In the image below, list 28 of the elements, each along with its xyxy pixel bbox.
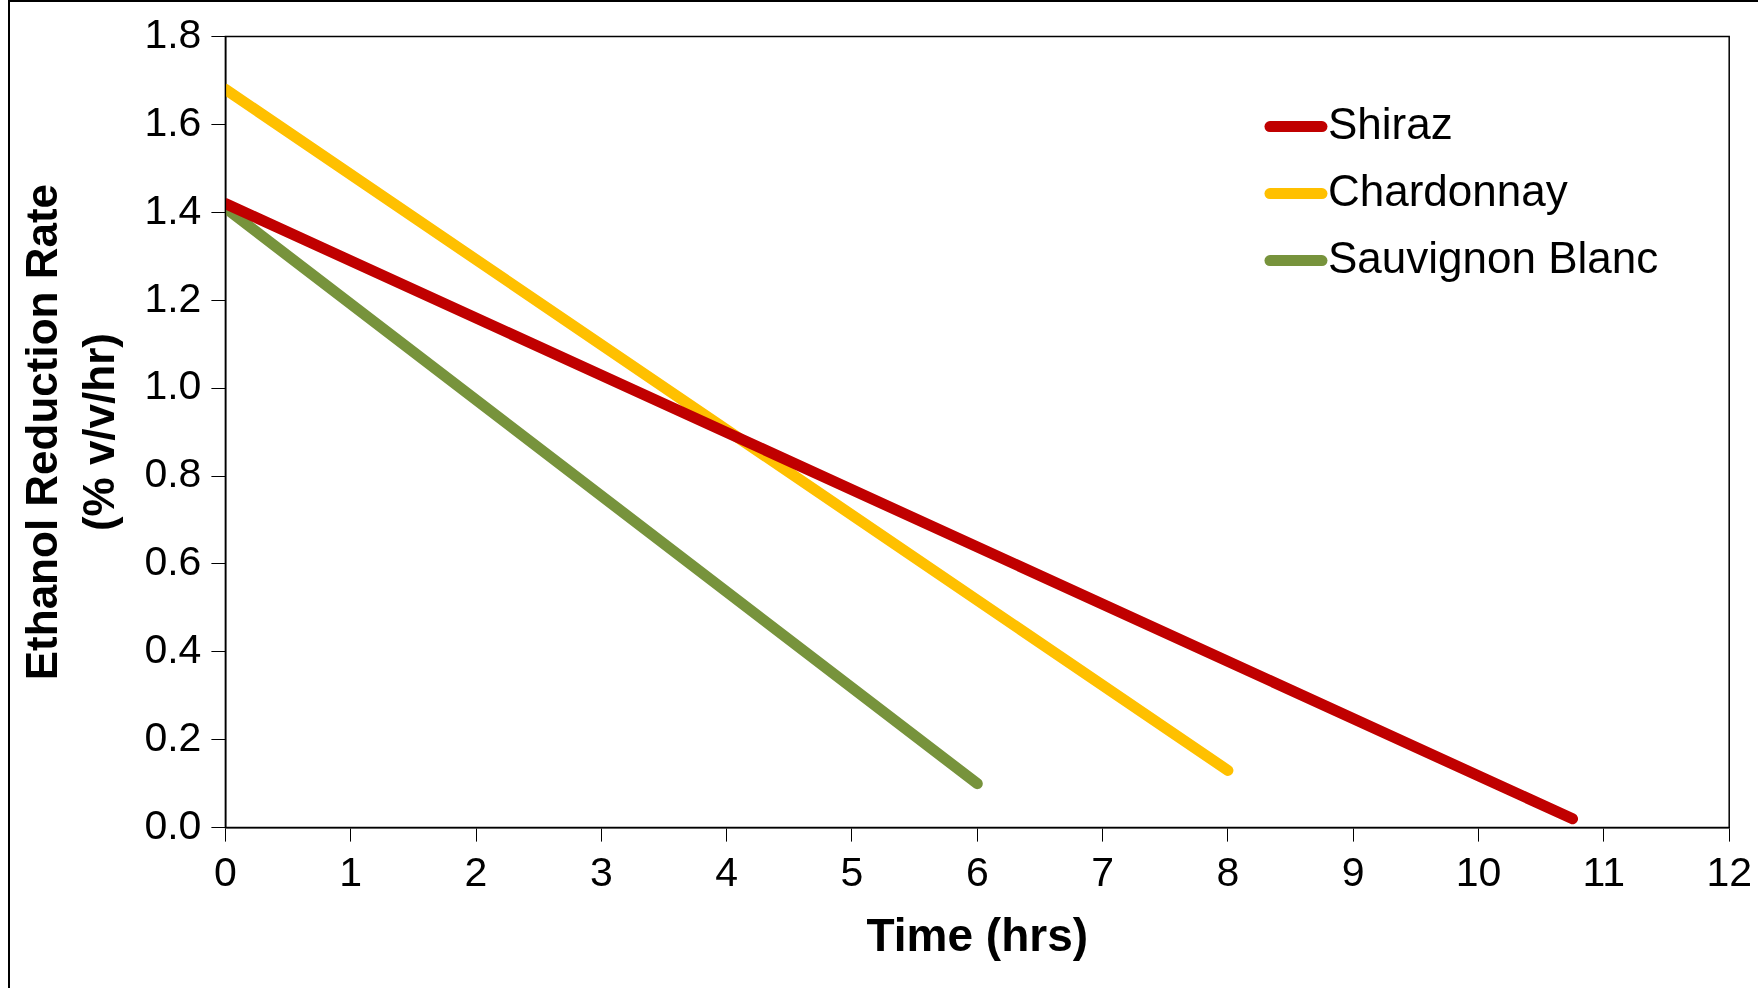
x-tick-label: 3 (589, 848, 613, 895)
x-tick-label: 12 (1706, 848, 1752, 895)
y-tick-label: 0.0 (144, 801, 202, 848)
x-tick-label: 8 (1216, 848, 1240, 895)
y-tick-label: 0.4 (144, 626, 202, 673)
legend-label: Chardonnay (1327, 165, 1568, 215)
x-tick-label: 0 (213, 848, 237, 895)
x-tick-label: 2 (464, 848, 488, 895)
y-tick-label: 1.6 (144, 98, 202, 145)
x-tick-label: 10 (1455, 848, 1502, 895)
y-tick-label: 1.2 (144, 274, 202, 321)
x-tick-label: 9 (1341, 848, 1365, 895)
x-tick-label: 6 (965, 848, 989, 895)
x-tick-label: 5 (840, 848, 864, 895)
y-tick-label: 0.2 (144, 714, 202, 761)
x-tick-label: 1 (339, 848, 363, 895)
y-axis-title: Ethanol Reduction Rate (% v/v/hr) (16, 183, 123, 681)
y-tick-label: 1.8 (144, 10, 202, 57)
y-tick-label: 1.4 (144, 186, 202, 233)
legend-label: Shiraz (1327, 98, 1453, 148)
x-tick-label: 4 (715, 848, 739, 895)
y-tick-label: 1.0 (144, 362, 202, 409)
x-tick-label: 7 (1091, 848, 1115, 895)
legend-label: Sauvignon Blanc (1327, 232, 1659, 282)
y-tick-label: 0.8 (144, 450, 202, 497)
x-tick-label: 11 (1582, 848, 1626, 895)
x-axis-title: Time (hrs) (866, 909, 1089, 962)
y-tick-label: 0.6 (144, 538, 202, 585)
